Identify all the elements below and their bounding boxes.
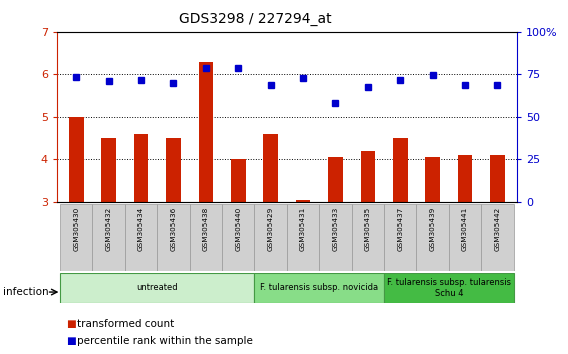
Text: GSM305433: GSM305433 [332, 207, 339, 251]
Text: GSM305438: GSM305438 [203, 207, 209, 251]
Bar [190, 204, 222, 271]
Bar [319, 204, 352, 271]
Bar [490, 155, 505, 202]
Bar [264, 134, 278, 202]
Bar [93, 204, 125, 271]
Text: GSM305431: GSM305431 [300, 207, 306, 251]
Bar [231, 159, 245, 202]
Bar [287, 204, 319, 271]
Text: F. tularensis subsp. tularensis
Schu 4: F. tularensis subsp. tularensis Schu 4 [387, 278, 511, 298]
Text: GSM305435: GSM305435 [365, 207, 371, 251]
Bar [458, 155, 473, 202]
Text: GSM305437: GSM305437 [397, 207, 403, 251]
Bar [60, 204, 93, 271]
Bar [416, 204, 449, 271]
Bar [393, 138, 407, 202]
Bar [425, 157, 440, 202]
Text: percentile rank within the sample: percentile rank within the sample [77, 336, 253, 346]
Bar [384, 204, 416, 271]
Bar [361, 151, 375, 202]
Bar [199, 62, 213, 202]
Bar [133, 134, 148, 202]
Text: GSM305430: GSM305430 [73, 207, 80, 251]
Bar [157, 204, 190, 271]
Text: transformed count: transformed count [77, 319, 174, 329]
Text: GSM305439: GSM305439 [429, 207, 436, 251]
Bar [384, 273, 513, 303]
Bar [481, 204, 513, 271]
Text: ■: ■ [66, 319, 76, 329]
Bar [60, 273, 254, 303]
Bar [166, 138, 181, 202]
Text: GSM305429: GSM305429 [268, 207, 274, 251]
Text: GSM305440: GSM305440 [235, 207, 241, 251]
Bar [254, 204, 287, 271]
Text: untreated: untreated [136, 283, 178, 292]
Text: GDS3298 / 227294_at: GDS3298 / 227294_at [179, 12, 332, 27]
Bar [449, 204, 481, 271]
Text: GSM305441: GSM305441 [462, 207, 468, 251]
Bar [101, 138, 116, 202]
Text: F. tularensis subsp. novicida: F. tularensis subsp. novicida [260, 283, 378, 292]
Bar [125, 204, 157, 271]
Text: GSM305434: GSM305434 [138, 207, 144, 251]
Text: GSM305436: GSM305436 [170, 207, 177, 251]
Text: ■: ■ [66, 336, 76, 346]
Bar [328, 157, 343, 202]
Bar [254, 273, 384, 303]
Text: GSM305432: GSM305432 [106, 207, 112, 251]
Bar [222, 204, 254, 271]
Bar [69, 117, 83, 202]
Bar [296, 200, 310, 202]
Bar [352, 204, 384, 271]
Text: GSM305442: GSM305442 [494, 207, 500, 251]
Text: infection: infection [3, 287, 48, 297]
